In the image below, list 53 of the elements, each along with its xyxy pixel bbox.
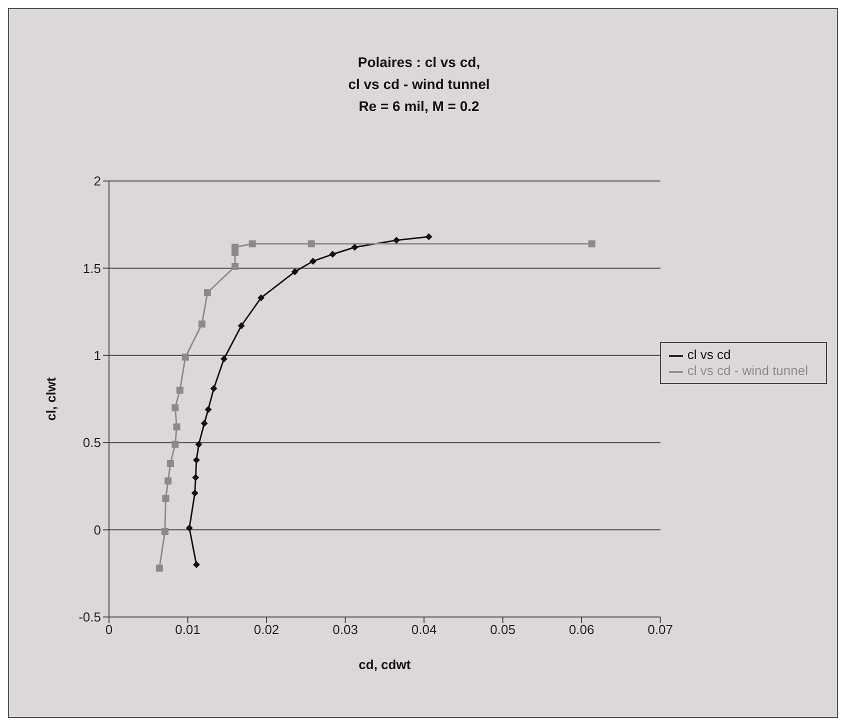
point — [173, 423, 180, 430]
point — [248, 240, 256, 248]
point — [588, 240, 596, 248]
point — [200, 420, 208, 427]
legend-label: cl vs cd - wind tunnel — [687, 363, 808, 378]
point — [156, 564, 163, 572]
point — [329, 250, 336, 258]
point — [232, 262, 239, 270]
y-axis-title: cl, clwt — [44, 376, 59, 421]
point — [198, 320, 206, 328]
point — [210, 385, 218, 392]
y-tick-label: 0 — [94, 522, 101, 538]
y-tick-label: 1 — [94, 348, 101, 364]
y-tick-label: 2 — [94, 174, 101, 189]
chart-title: Polaires : cl vs cd, cl vs cd - wind tunnel Re = 6 mil, M = 0.2 — [347, 53, 491, 116]
x-tick-label: 0 — [105, 622, 113, 638]
point — [258, 294, 265, 302]
point — [192, 474, 200, 481]
point — [425, 233, 432, 240]
point — [192, 561, 200, 568]
point — [308, 240, 315, 248]
x-tick-label: 0.06 — [568, 622, 594, 638]
point — [172, 440, 179, 448]
point — [186, 524, 193, 532]
point — [291, 268, 298, 276]
x-tick-label: 0.04 — [411, 622, 437, 638]
point — [351, 244, 358, 251]
point — [162, 494, 170, 502]
point — [238, 322, 245, 330]
point — [204, 289, 211, 296]
point — [309, 258, 316, 265]
point — [166, 460, 174, 468]
point — [392, 236, 400, 244]
point — [204, 406, 212, 413]
point — [182, 354, 189, 361]
x-axis-title: cd, cdwt — [358, 657, 412, 672]
x-tick-label: 0.01 — [175, 622, 200, 638]
point — [164, 477, 172, 484]
point — [161, 528, 168, 536]
y-tick-label: -0.5 — [78, 610, 101, 625]
legend-label: cl vs cd — [687, 347, 731, 362]
point — [192, 456, 200, 464]
x-tick-label: 0.05 — [490, 622, 516, 638]
point — [176, 386, 184, 394]
x-tick-label: 0.07 — [648, 622, 673, 638]
point — [172, 404, 179, 412]
y-tick-label: 0.5 — [82, 435, 101, 450]
x-tick-label: 0.03 — [332, 622, 358, 638]
y-tick-label: 1.5 — [82, 260, 101, 276]
point — [195, 440, 202, 448]
x-tick-label: 0.02 — [254, 622, 280, 638]
point — [191, 490, 198, 497]
point — [220, 355, 228, 362]
